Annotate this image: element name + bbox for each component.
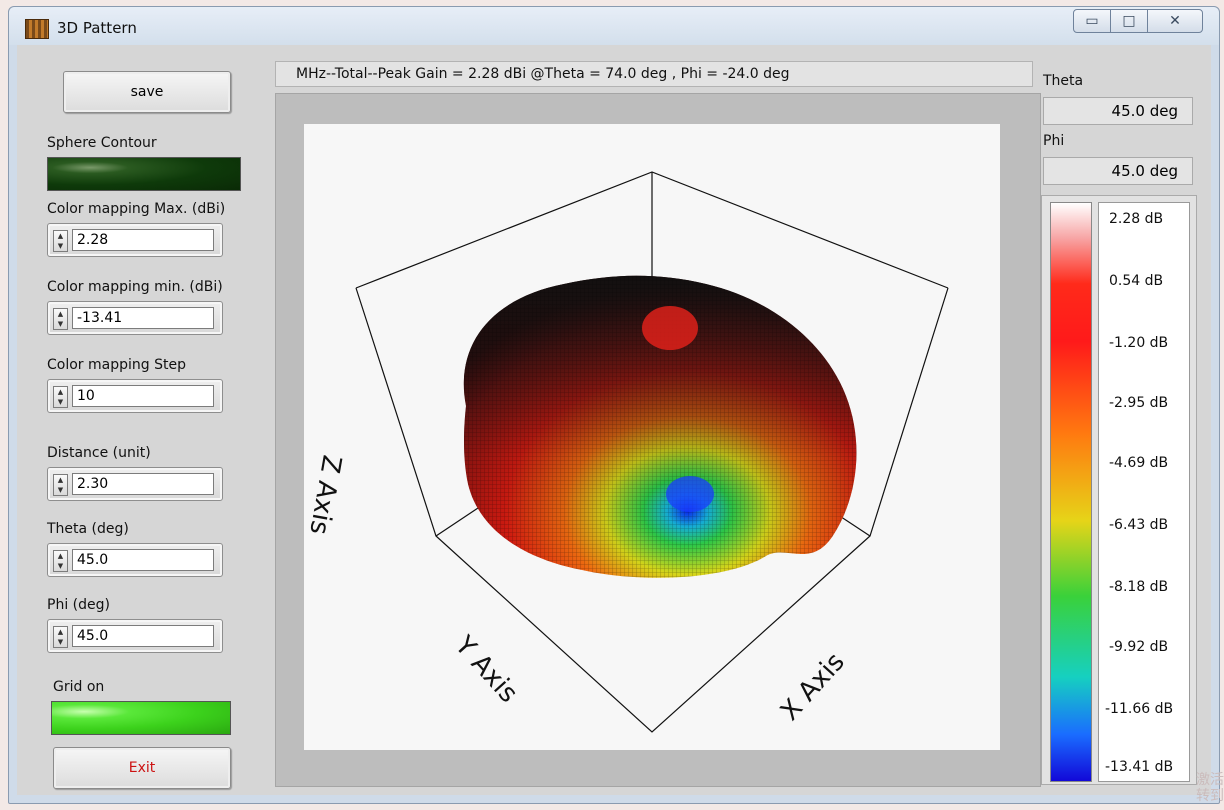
color-step-control: ▲ ▼ 10: [47, 379, 223, 413]
peak-gain-status: MHz--Total--Peak Gain = 2.28 dBi @Theta …: [275, 61, 1033, 87]
plot-frame: Z Axis Y Axis X Axis: [275, 93, 1041, 787]
sphere-contour-led[interactable]: [47, 157, 241, 191]
scale-tick: -4.69 dB: [1109, 455, 1169, 471]
distance-label: Distance (unit): [47, 445, 151, 461]
title-bar[interactable]: 3D Pattern ▭ □ ✕: [9, 7, 1219, 45]
control-panel: save Sphere Contour Color mapping Max. (…: [17, 45, 267, 795]
theta-input[interactable]: 45.0: [72, 549, 214, 571]
app-window: 3D Pattern ▭ □ ✕ save Sphere Contour Col…: [8, 6, 1220, 804]
scale-tick: 0.54 dB: [1109, 273, 1164, 289]
3d-plot-area[interactable]: Z Axis Y Axis X Axis: [303, 124, 1000, 750]
scale-tick: -6.43 dB: [1109, 517, 1169, 533]
maximize-button[interactable]: □: [1110, 9, 1148, 33]
watermark-line: 转到: [1196, 788, 1224, 804]
theta-readout: 45.0 deg: [1043, 97, 1193, 125]
distance-spinner[interactable]: ▲ ▼: [53, 474, 68, 496]
color-step-spinner[interactable]: ▲ ▼: [53, 386, 68, 408]
color-scale-bar: [1050, 202, 1092, 782]
distance-control: ▲ ▼ 2.30: [47, 467, 223, 501]
app-icon: [25, 19, 49, 39]
scale-tick: -11.66 dB: [1105, 701, 1174, 717]
client-area: save Sphere Contour Color mapping Max. (…: [17, 45, 1211, 795]
x-axis-label: X Axis: [775, 647, 851, 727]
color-min-control: ▲ ▼ -13.41: [47, 301, 223, 335]
grid-on-label: Grid on: [53, 679, 105, 695]
exit-button[interactable]: Exit: [53, 747, 231, 789]
theta-readout-label: Theta: [1043, 73, 1084, 89]
phi-readout: 45.0 deg: [1043, 157, 1193, 185]
color-min-input[interactable]: -13.41: [72, 307, 214, 329]
color-scale-ticks: 2.28 dB 0.54 dB -1.20 dB -2.95 dB -4.69 …: [1098, 202, 1190, 782]
color-max-control: ▲ ▼ 2.28: [47, 223, 223, 257]
color-min-spinner[interactable]: ▲ ▼: [53, 308, 68, 330]
scale-tick: -1.20 dB: [1109, 335, 1169, 351]
sphere-contour-label: Sphere Contour: [47, 135, 157, 151]
3d-pattern-plot: Z Axis Y Axis X Axis: [303, 171, 949, 733]
color-step-input[interactable]: 10: [72, 385, 214, 407]
radiation-pattern-surface: [463, 275, 857, 578]
color-max-label: Color mapping Max. (dBi): [47, 201, 226, 217]
y-axis-label: Y Axis: [448, 630, 523, 709]
z-axis-label: Z Axis: [304, 453, 347, 537]
watermark-line: 激活: [1196, 772, 1224, 788]
color-max-input[interactable]: 2.28: [72, 229, 214, 251]
distance-input[interactable]: 2.30: [72, 473, 214, 495]
phi-spinner[interactable]: ▲ ▼: [53, 626, 68, 648]
color-scale-frame: 2.28 dB 0.54 dB -1.20 dB -2.95 dB -4.69 …: [1041, 195, 1197, 785]
phi-label: Phi (deg): [47, 597, 110, 613]
activation-watermark: 激活 转到: [1196, 772, 1224, 804]
scale-tick: -9.92 dB: [1109, 639, 1169, 655]
close-button[interactable]: ✕: [1147, 9, 1203, 33]
color-step-label: Color mapping Step: [47, 357, 186, 373]
minimize-icon: ▭: [1085, 13, 1099, 29]
scale-tick: 2.28 dB: [1109, 211, 1164, 227]
color-min-label: Color mapping min. (dBi): [47, 279, 223, 295]
window-controls: ▭ □ ✕: [1073, 9, 1203, 33]
theta-control: ▲ ▼ 45.0: [47, 543, 223, 577]
theta-spinner[interactable]: ▲ ▼: [53, 550, 68, 572]
grid-on-toggle[interactable]: [51, 701, 231, 735]
color-max-spinner[interactable]: ▲ ▼: [53, 230, 68, 252]
scale-tick: -13.41 dB: [1105, 759, 1174, 775]
window-title: 3D Pattern: [57, 19, 137, 37]
maximize-icon: □: [1122, 13, 1136, 29]
minimize-button[interactable]: ▭: [1073, 9, 1111, 33]
scale-tick: -8.18 dB: [1109, 579, 1169, 595]
phi-control: ▲ ▼ 45.0: [47, 619, 223, 653]
phi-readout-label: Phi: [1043, 133, 1065, 149]
theta-label: Theta (deg): [47, 521, 129, 537]
phi-input[interactable]: 45.0: [72, 625, 214, 647]
close-icon: ✕: [1169, 13, 1181, 29]
scale-tick: -2.95 dB: [1109, 395, 1169, 411]
save-button[interactable]: save: [63, 71, 231, 113]
